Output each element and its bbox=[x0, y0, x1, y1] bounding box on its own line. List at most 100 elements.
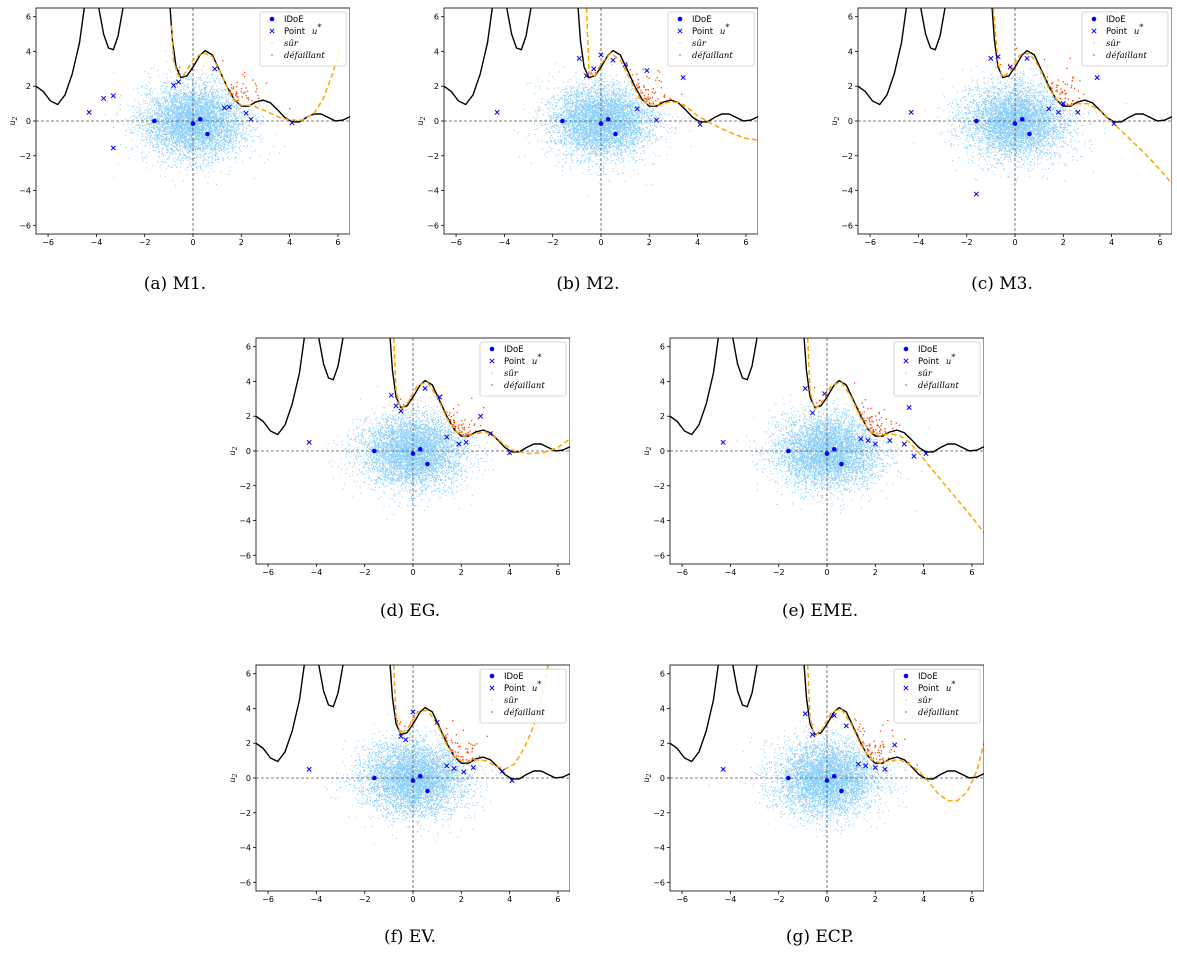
y-axis-label: u2 bbox=[228, 773, 239, 782]
legend-label-idoe: IDoE bbox=[504, 672, 524, 682]
y-tick-label-6: 6 bbox=[26, 13, 31, 22]
legend-label-idoe: IDoE bbox=[504, 345, 524, 355]
legend-label-failing: défaillant bbox=[504, 380, 545, 391]
u-star-point-2 bbox=[809, 410, 816, 416]
u-star-point-4 bbox=[434, 719, 440, 725]
u-star-point-4 bbox=[858, 436, 864, 442]
legend-label-u-star: Point u* bbox=[692, 23, 730, 37]
x-tick-label-3: 0 bbox=[1012, 238, 1017, 247]
safe-samples bbox=[513, 56, 692, 197]
x-tick-label-2: −2 bbox=[139, 238, 151, 247]
u-star-point-10 bbox=[509, 778, 515, 784]
u-star-point-2 bbox=[393, 403, 399, 409]
x-tick-label-5: 4 bbox=[507, 895, 512, 904]
y-axis-label: u2 bbox=[416, 116, 427, 125]
legend-box bbox=[259, 11, 347, 67]
y-axis-label: u2 bbox=[830, 116, 841, 125]
x-tick-label-3: 0 bbox=[598, 238, 603, 247]
legend-label-safe: sûr bbox=[1106, 38, 1121, 49]
x-tick-label-6: 6 bbox=[555, 568, 560, 577]
y-tick-label-0: −6 bbox=[427, 221, 439, 230]
idoe-point-1 bbox=[190, 121, 196, 126]
legend-marker-failing bbox=[491, 384, 493, 386]
idoe-point-3 bbox=[839, 461, 844, 467]
u-star-point-10 bbox=[911, 453, 917, 459]
legend-marker-idoe bbox=[489, 673, 495, 679]
x-tick-label-4: 2 bbox=[239, 238, 244, 247]
u-star-point-0 bbox=[306, 766, 312, 772]
idoe-point-0 bbox=[786, 448, 791, 454]
u-star-point-10 bbox=[487, 431, 493, 437]
u-star-point-4 bbox=[1007, 64, 1013, 70]
idoe-point-2 bbox=[1019, 116, 1025, 122]
legend-label-idoe: IDoE bbox=[284, 15, 304, 25]
u-star-point-7 bbox=[221, 105, 227, 111]
plot-area bbox=[256, 338, 570, 564]
x-tick-label-3: 0 bbox=[410, 895, 415, 904]
x-axis-label: u1 bbox=[409, 578, 418, 580]
y-tick-label-6: 6 bbox=[660, 670, 665, 679]
legend-box bbox=[479, 668, 567, 724]
idoe-point-0 bbox=[152, 118, 157, 124]
x-tick-label-5: 4 bbox=[921, 568, 926, 577]
failing-samples bbox=[999, 47, 1085, 106]
legend-label-u-star: Point u* bbox=[918, 680, 956, 694]
x-tick-label-5: 4 bbox=[921, 895, 926, 904]
legend-label-u-star: Point u* bbox=[504, 353, 542, 367]
limit-state-curve bbox=[256, 338, 570, 453]
y-tick-label-1: −4 bbox=[653, 844, 665, 853]
u-star-point-0 bbox=[494, 109, 500, 115]
u-star-point-1 bbox=[973, 191, 979, 197]
legend-label-u-star: Point u* bbox=[918, 353, 956, 367]
u-star-point-11 bbox=[507, 450, 513, 456]
y-tick-label-6: 6 bbox=[848, 13, 853, 22]
x-tick-label-6: 6 bbox=[969, 895, 974, 904]
u-star-point-5 bbox=[855, 761, 861, 767]
u-star-point-0 bbox=[86, 109, 92, 115]
limit-state-curve bbox=[444, 8, 758, 123]
u-star-point-8 bbox=[470, 765, 476, 771]
u-star-point-11 bbox=[289, 120, 295, 126]
u-star-point-10 bbox=[248, 116, 254, 122]
legend-label-safe: sûr bbox=[504, 368, 519, 379]
idoe-point-2 bbox=[831, 446, 837, 452]
x-tick-label-0: −6 bbox=[450, 238, 462, 247]
y-tick-label-2: −2 bbox=[19, 152, 31, 161]
x-tick-label-3: 0 bbox=[824, 895, 829, 904]
legend-marker-safe bbox=[905, 372, 907, 374]
u-star-point-6 bbox=[872, 441, 878, 447]
u-star-point-6 bbox=[1046, 106, 1052, 112]
idoe-point-3 bbox=[839, 788, 844, 794]
legend-marker-safe bbox=[491, 699, 493, 701]
u-star-point-10 bbox=[680, 74, 686, 81]
y-tick-label-0: −6 bbox=[653, 878, 665, 887]
x-tick-label-6: 6 bbox=[743, 238, 748, 247]
idoe-point-1 bbox=[598, 121, 604, 126]
y-tick-label-3: 0 bbox=[848, 117, 853, 126]
y-tick-label-3: 0 bbox=[26, 117, 31, 126]
x-axis-label: u1 bbox=[823, 578, 832, 580]
x-tick-label-2: −2 bbox=[961, 238, 973, 247]
y-tick-label-1: −4 bbox=[239, 844, 251, 853]
y-tick-label-2: −2 bbox=[239, 809, 251, 818]
legend-label-failing: défaillant bbox=[692, 50, 733, 61]
idoe-point-3 bbox=[425, 461, 430, 467]
plot-area bbox=[256, 665, 570, 891]
legend-label-safe: sûr bbox=[284, 38, 299, 49]
idoe-point-1 bbox=[410, 778, 416, 783]
idoe-point-2 bbox=[417, 446, 423, 452]
u-star-point-9 bbox=[478, 413, 484, 419]
caption-f: (f) EV. bbox=[350, 927, 470, 947]
legend-label-idoe: IDoE bbox=[918, 672, 938, 682]
legend-marker-safe bbox=[679, 42, 681, 44]
legend-marker-idoe bbox=[903, 346, 909, 352]
u-star-point-10 bbox=[1094, 74, 1100, 81]
x-tick-label-6: 6 bbox=[969, 568, 974, 577]
x-tick-label-6: 6 bbox=[1157, 238, 1162, 247]
y-tick-label-6: 6 bbox=[434, 13, 439, 22]
